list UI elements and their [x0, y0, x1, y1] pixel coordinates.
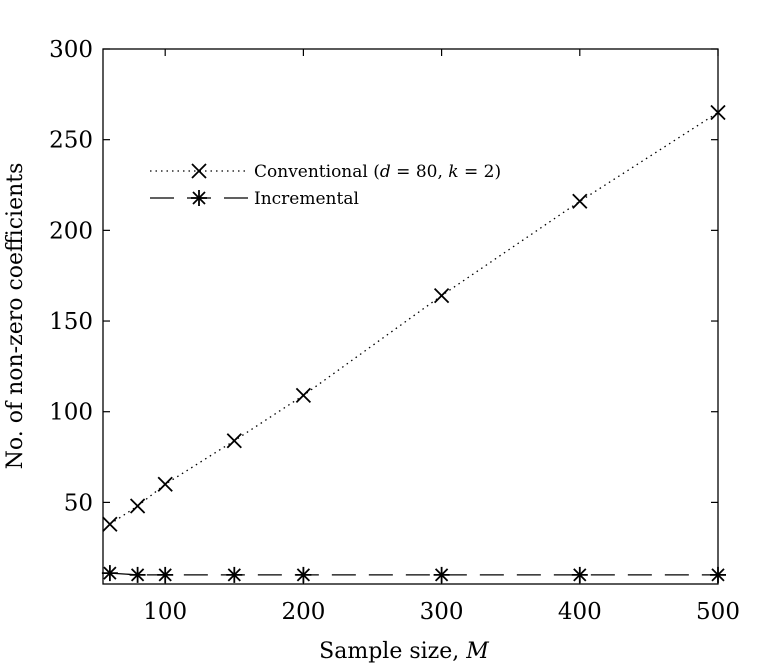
data-point-asterisk — [157, 566, 174, 583]
x-tick-label: 400 — [558, 599, 602, 625]
x-tick-label: 200 — [281, 599, 325, 625]
data-point-x — [710, 104, 726, 121]
legend-marker-x — [191, 163, 207, 179]
series-layer — [101, 104, 726, 583]
legend-item-conventional: Conventional (d = 80, k = 2) — [150, 162, 501, 182]
data-point-x — [157, 476, 173, 492]
y-tick-label: 200 — [49, 218, 93, 244]
data-point-asterisk — [226, 566, 243, 583]
data-point-x — [572, 193, 588, 209]
y-tick-label: 250 — [49, 128, 93, 154]
data-point-x — [102, 516, 118, 532]
legend-label-conventional: Conventional (d = 80, k = 2) — [254, 162, 501, 182]
legend-marker-asterisk — [191, 190, 207, 206]
y-axis-label: No. of non-zero coefficients — [3, 163, 28, 470]
y-tick-label: 100 — [49, 400, 93, 426]
x-tick-label: 300 — [420, 599, 464, 625]
data-point-asterisk — [571, 566, 588, 583]
x-tick-label: 500 — [696, 599, 740, 625]
plot-frame — [102, 48, 719, 585]
plot-border — [102, 48, 719, 585]
x-tick-label: 100 — [143, 599, 187, 625]
series-line — [109, 572, 718, 576]
y-tick-label: 50 — [64, 490, 93, 516]
data-point-x — [295, 387, 312, 404]
data-point-x — [226, 433, 242, 449]
y-tick-label: 300 — [49, 37, 93, 63]
y-axis-ticks: 50 100 150 200 250 300 — [49, 37, 718, 516]
legend-item-incremental: Incremental — [150, 189, 359, 209]
legend-label-incremental: Incremental — [254, 189, 359, 209]
x-axis-ticks: 100 200 300 400 500 — [143, 49, 740, 625]
data-point-asterisk — [295, 566, 312, 583]
series-1 — [101, 565, 726, 583]
data-point-asterisk — [710, 566, 726, 583]
x-axis-label: Sample size, M — [319, 639, 489, 664]
data-point-asterisk — [129, 566, 146, 583]
series-0 — [102, 104, 726, 532]
legend: Conventional (d = 80, k = 2) Incremental — [150, 162, 501, 209]
data-point-asterisk — [433, 566, 450, 583]
data-point-x — [129, 498, 146, 514]
y-tick-label: 150 — [49, 309, 93, 335]
data-point-x — [433, 287, 450, 304]
data-point-asterisk — [101, 565, 118, 582]
